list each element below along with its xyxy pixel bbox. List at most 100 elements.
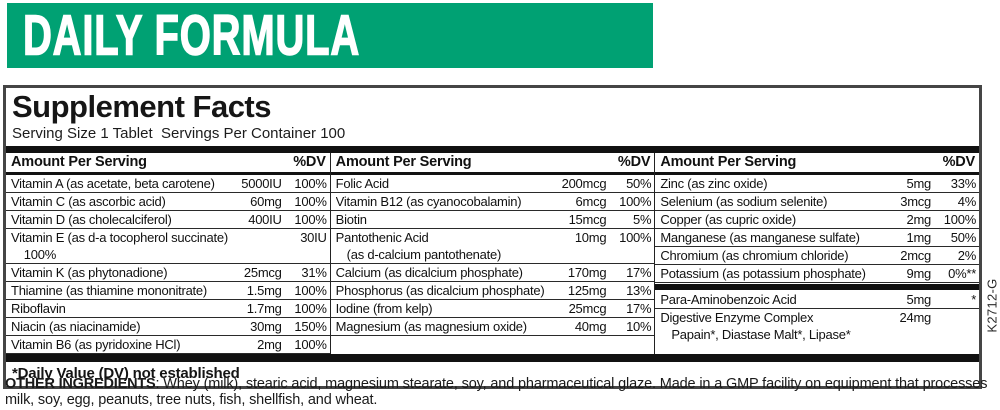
nutrient-amount: 10mg xyxy=(574,230,607,245)
nutrient-name: Manganese (as manganese sulfate) xyxy=(660,230,860,245)
nutrient-row: Phosphorus (as dicalcium phosphate) 125mg… xyxy=(330,282,655,300)
nutrient-row: Pantothenic Acid 10mg 100% (as d-calcium pa… xyxy=(330,229,655,264)
nutrient-dv: 17% xyxy=(626,301,652,316)
nutrient-dv: 100% xyxy=(294,176,327,191)
nutrient-column-3: Amount Per Serving %DV Zinc (as zinc oxi… xyxy=(654,153,980,354)
nutrient-name: Thiamine (as thiamine mononitrate) xyxy=(11,283,207,298)
product-banner: DAILY FORMULA xyxy=(7,2,653,68)
nutrient-name: Vitamin B12 (as cyanocobalamin) xyxy=(335,194,522,209)
nutrient-row: Vitamin A (as acetate, beta carotene) 500… xyxy=(6,175,330,193)
nutrient-name: Vitamin K (as phytonadione) xyxy=(11,265,168,280)
nutrient-dv: 5% xyxy=(633,212,652,227)
nutrient-dv: 100% xyxy=(294,194,327,209)
nutrient-row: Vitamin E (as d-a tocopherol succinate) 3… xyxy=(6,229,330,264)
nutrient-dv: 31% xyxy=(301,265,327,280)
nutrient-name: Vitamin C (as ascorbic acid) xyxy=(11,194,166,209)
column-header: Amount Per Serving %DV xyxy=(655,153,980,175)
nutrient-amount: 30IU xyxy=(300,230,327,245)
nutrient-amount: 30mg xyxy=(250,319,282,334)
nutrient-row: Vitamin C (as ascorbic acid) 60mg 100% xyxy=(6,193,330,211)
nutrient-amount: 5000IU xyxy=(241,176,282,191)
nutrient-column-1: Amount Per Serving %DV Vitamin A (as ace… xyxy=(6,153,330,354)
nutrient-name: Vitamin A (as acetate, beta carotene) xyxy=(11,176,215,191)
nutrient-name: Riboflavin xyxy=(11,301,66,316)
column-header: Amount Per Serving %DV xyxy=(6,153,330,175)
nutrient-amount: 9mg xyxy=(906,266,932,281)
side-code: K2712-G xyxy=(984,278,1000,333)
nutrient-dv: 100% xyxy=(619,194,652,209)
nutrient-name: Calcium (as dicalcium phosphate) xyxy=(335,265,523,280)
nutrient-row: Magnesium (as magnesium oxide) 40mg 10% xyxy=(330,318,655,336)
nutrient-row: Chromium (as chromium chloride) 2mcg 2% xyxy=(655,247,980,265)
column-header-amount: Amount Per Serving xyxy=(335,154,472,170)
other-ingredients-label: OTHER INGREDIENTS xyxy=(5,376,156,392)
nutrient-amount: 40mg xyxy=(574,319,607,334)
nutrient-dv: 10% xyxy=(626,319,652,334)
nutrient-amount: 2mcg xyxy=(900,248,932,263)
nutrient-row: Vitamin B6 (as pyridoxine HCl) 2mg 100% xyxy=(6,336,330,354)
nutrient-dv: 13% xyxy=(626,283,652,298)
supplement-facts-panel: Supplement Facts Serving Size 1 Tablet S… xyxy=(3,85,982,389)
nutrient-name: Iodine (from kelp) xyxy=(335,301,433,316)
nutrient-amount: 400IU xyxy=(248,212,282,227)
nutrient-dv: 100% xyxy=(294,301,327,316)
nutrient-row: Manganese (as manganese sulfate) 1mg 50% xyxy=(655,229,980,247)
nutrient-dv: 100% xyxy=(294,212,327,227)
column-header-amount: Amount Per Serving xyxy=(11,154,147,170)
nutrient-dv: 100% xyxy=(294,283,327,298)
nutrient-amount: 25mcg xyxy=(243,265,282,280)
nutrient-name: Magnesium (as magnesium oxide) xyxy=(335,319,527,334)
nutrient-dv: 150% xyxy=(294,319,327,334)
nutrient-row: Vitamin D (as cholecalciferol) 400IU 100% xyxy=(6,211,330,229)
nutrient-dv: 2% xyxy=(957,248,977,263)
nutrient-dv: 100% xyxy=(294,337,327,352)
nutrient-name: Vitamin D (as cholecalciferol) xyxy=(11,212,172,227)
other-ingredients-text: : Whey (milk), stearic acid, magnesium s… xyxy=(5,376,988,408)
nutrient-row: Potassium (as potassium phosphate) 9mg 0%*… xyxy=(655,265,980,283)
nutrient-name: Biotin xyxy=(335,212,367,227)
nutrient-column-2: Amount Per Serving %DV Folic Acid 200mcg 5… xyxy=(329,153,655,354)
nutrient-row: Niacin (as niacinamide) 30mg 150% xyxy=(6,318,330,336)
nutrient-amount: 5mg xyxy=(906,176,932,191)
nutrient-name-cont: (as d-calcium pantothenate) xyxy=(346,247,502,262)
bottom-divider-bar xyxy=(6,354,979,362)
nutrient-amount: 15mcg xyxy=(568,212,607,227)
nutrient-dv: 4% xyxy=(957,194,977,209)
nutrient-row: Selenium (as sodium selenite) 3mcg 4% xyxy=(655,193,980,211)
nutrient-name: Zinc (as zinc oxide) xyxy=(660,176,768,191)
nutrient-name: Pantothenic Acid xyxy=(335,230,429,245)
nutrient-dv: 100% xyxy=(23,247,57,262)
nutrient-amount: 1mg xyxy=(906,230,932,245)
nutrient-amount: 6mcg xyxy=(575,194,607,209)
nutrient-rows: Zinc (as zinc oxide) 5mg 33% Selenium (as s… xyxy=(655,175,980,343)
top-divider-bar xyxy=(6,146,979,153)
serving-info: Serving Size 1 Tablet Servings Per Conta… xyxy=(12,125,346,142)
nutrient-row: Riboflavin 1.7mg 100% xyxy=(6,300,330,318)
nutrient-name: Vitamin E (as d-a tocopherol succinate) xyxy=(11,230,228,245)
nutrient-name: Phosphorus (as dicalcium phosphate) xyxy=(335,283,545,298)
nutrient-amount: 1.7mg xyxy=(246,301,282,316)
nutrient-amount: 1.5mg xyxy=(246,283,282,298)
column-header-dv: %DV xyxy=(942,154,976,170)
nutrient-row: Para-Aminobenzoic Acid 5mg * xyxy=(655,291,980,309)
column-header-dv: %DV xyxy=(293,154,326,170)
nutrient-amount: 2mg xyxy=(906,212,932,227)
nutrient-name: Potassium (as potassium phosphate) xyxy=(660,266,866,281)
nutrient-amount: 60mg xyxy=(250,194,282,209)
nutrient-name: Niacin (as niacinamide) xyxy=(11,319,141,334)
panel-title: Supplement Facts xyxy=(12,89,272,124)
nutrient-row: Vitamin K (as phytonadione) 25mcg 31% xyxy=(6,264,330,282)
nutrient-dv: * xyxy=(971,292,977,307)
nutrient-amount: 170mg xyxy=(567,265,607,280)
nutrient-name: Selenium (as sodium selenite) xyxy=(660,194,828,209)
nutrient-amount: 2mg xyxy=(257,337,282,352)
nutrient-dv: 33% xyxy=(950,176,977,191)
nutrient-amount: 125mg xyxy=(567,283,607,298)
nutrient-name: Vitamin B6 (as pyridoxine HCl) xyxy=(11,337,181,352)
nutrient-dv: 100% xyxy=(619,230,652,245)
nutrient-dv: 100% xyxy=(943,212,977,227)
column-header-dv: %DV xyxy=(617,154,651,170)
other-ingredients: OTHER INGREDIENTS: Whey (milk), stearic … xyxy=(5,376,996,408)
nutrient-dv: 0%** xyxy=(948,266,977,281)
nutrient-row: Thiamine (as thiamine mononitrate) 1.5mg 1… xyxy=(6,282,330,300)
